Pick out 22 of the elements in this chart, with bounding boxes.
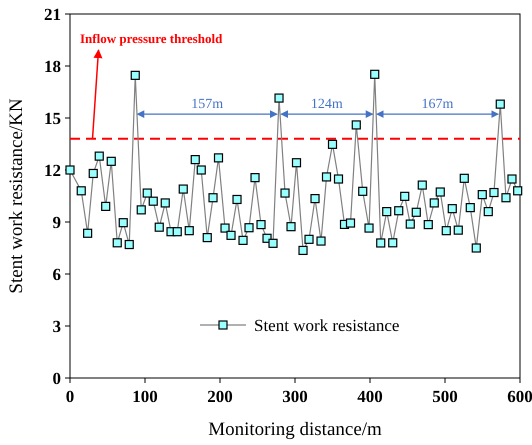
y-tick-label: 15	[44, 108, 61, 128]
x-tick-label: 200	[207, 387, 233, 406]
x-tick-label: 0	[66, 387, 74, 406]
annotation: 157m	[191, 97, 224, 112]
y-tick-label: 21	[44, 4, 61, 24]
y-tick-label: 0	[52, 368, 61, 388]
y-axis-title: Stent work resistance/KN	[6, 98, 27, 294]
ref-line-label: Inflow pressure threshold	[80, 31, 224, 46]
x-tick-label: 600	[507, 387, 532, 406]
y-tick-label: 18	[44, 56, 61, 76]
x-tick-label: 400	[357, 387, 383, 406]
annotation: 124m	[310, 97, 343, 112]
x-tick-label: 100	[132, 387, 158, 406]
x-tick-label: 300	[282, 387, 308, 406]
y-tick-label: 6	[52, 264, 61, 284]
annotation: 167m	[422, 97, 454, 112]
y-tick-label: 3	[52, 316, 61, 336]
x-tick-label: 500	[432, 387, 458, 406]
y-tick-label: 9	[52, 212, 61, 232]
x-axis-title: Monitoring distance/m	[208, 419, 382, 440]
legend-label: Stent work resistance	[254, 316, 400, 335]
y-tick-label: 12	[44, 160, 61, 180]
